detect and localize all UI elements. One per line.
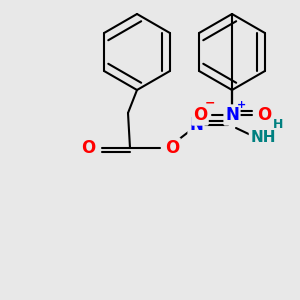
Text: O: O bbox=[257, 106, 271, 124]
Text: H: H bbox=[273, 118, 283, 131]
Text: N: N bbox=[225, 106, 239, 124]
Text: O: O bbox=[81, 139, 95, 157]
Text: O: O bbox=[193, 106, 207, 124]
Text: O: O bbox=[165, 139, 179, 157]
Text: NH: NH bbox=[250, 130, 276, 146]
Text: +: + bbox=[237, 100, 247, 110]
Text: −: − bbox=[205, 97, 215, 110]
Text: N: N bbox=[189, 116, 203, 134]
